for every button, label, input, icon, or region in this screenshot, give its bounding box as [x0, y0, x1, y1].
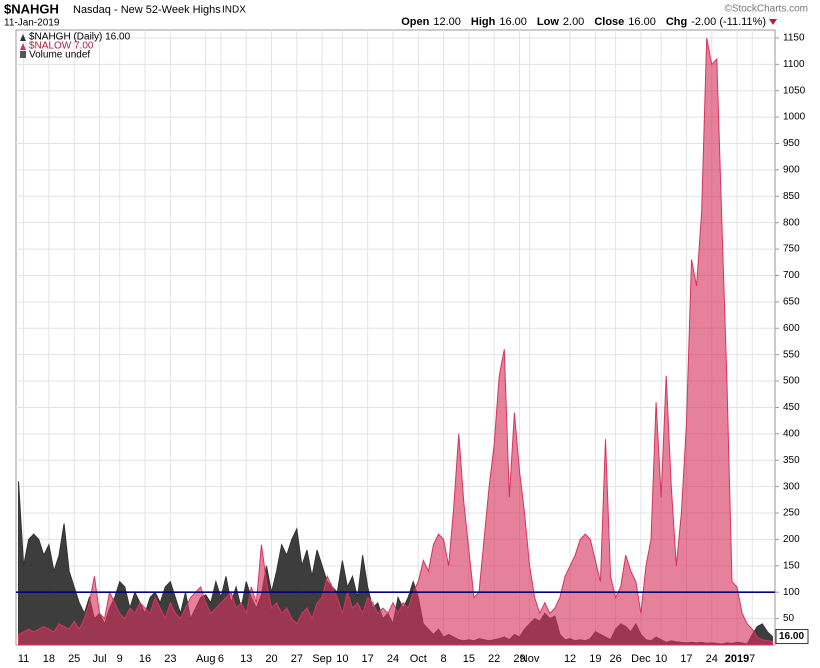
x-tick-label: Aug: [196, 653, 216, 665]
x-tick-label: Jul: [92, 653, 106, 665]
date: 11-Jan-2019: [4, 18, 60, 29]
x-tick-label: Sep: [312, 653, 332, 665]
legend-swatch: [20, 51, 26, 58]
quote-value: -2.00 (-11.11%): [691, 16, 766, 28]
x-tick-label: 13: [240, 653, 252, 665]
y-tick-label: 900: [783, 165, 800, 176]
x-tick-label: 12: [564, 653, 576, 665]
down-arrow: [769, 19, 777, 25]
y-tick-label: 450: [783, 402, 800, 413]
x-tick-label: Oct: [410, 653, 427, 665]
x-tick-label: 22: [488, 653, 500, 665]
last-value-badge: [775, 629, 809, 645]
y-tick-label: 1100: [783, 59, 805, 70]
y-tick-label: 550: [783, 349, 800, 360]
quote-value: 12.00: [433, 16, 461, 28]
x-tick-label: 8: [441, 653, 447, 665]
quote: Open 12.00 High 16.00 Low 2.00 Close 16.00 Chg -2…: [401, 16, 766, 28]
y-tick-label: 500: [783, 376, 800, 387]
x-tick-label: 9: [117, 653, 123, 665]
x-tick-label: 26: [609, 653, 621, 665]
y-tick-label: 350: [783, 455, 800, 466]
y-tick-label: 600: [783, 323, 800, 334]
quote-label: High: [471, 16, 496, 28]
area: [18, 37, 773, 646]
x-tick-label: 27: [291, 653, 303, 665]
x-tick-label: Nov: [520, 653, 540, 665]
quote-value: 16.00: [499, 16, 527, 28]
y-tick-label: 650: [783, 297, 800, 308]
x-tick-label: 19: [589, 653, 601, 665]
quote-label: Chg: [666, 16, 687, 28]
y-tick-label: 950: [783, 138, 800, 149]
x-tick-label: 7: [749, 653, 755, 665]
y-tick-label: 250: [783, 508, 800, 519]
legend-label: $NAHGH (Daily) 16.00: [29, 32, 131, 43]
symbol: $NAHGH: [4, 1, 59, 16]
x-tick-label: 11: [18, 653, 29, 665]
x-tick-label: 23: [164, 653, 176, 665]
y-tick-label: 1000: [783, 112, 806, 123]
quote-label: Low: [537, 16, 559, 28]
x-tick-label: 10: [336, 653, 348, 665]
legend-label: Volume undef: [29, 50, 90, 61]
x-tick-label: 29: [513, 653, 525, 665]
y-tick-label: 200: [783, 534, 800, 545]
quote-value: 2.00: [563, 16, 584, 28]
exchange: INDX: [222, 5, 246, 16]
y-tick-label: 1150: [783, 33, 805, 44]
x-tick-label: 24: [387, 653, 399, 665]
watermark: ©StockCharts.com: [724, 4, 808, 15]
y-tick-label: 100: [783, 587, 800, 598]
legend-label: $NALOW 7.00: [29, 41, 94, 52]
y-tick-label: 50: [783, 613, 795, 624]
y-tick-label: 800: [783, 217, 800, 228]
x-tick-label: 10: [655, 653, 667, 665]
x-tick-label: 20: [265, 653, 277, 665]
x-tick-label: 16: [139, 653, 151, 665]
x-tick-label: 6: [218, 653, 224, 665]
x-tick-label: 17: [680, 653, 692, 665]
x-tick-label: Dec: [631, 653, 651, 665]
legend-swatch: [20, 43, 26, 50]
x-tick-label: 24: [706, 653, 718, 665]
quote-label: Close: [594, 16, 624, 28]
x-tick-label: 15: [463, 653, 475, 665]
x-tick-label: 17: [362, 653, 374, 665]
x-tick-label: 25: [68, 653, 80, 665]
x-tick-label: 2019: [725, 653, 749, 665]
y-tick-label: 300: [783, 481, 800, 492]
y-tick-label: 400: [783, 428, 800, 439]
y-tick-label: 850: [783, 191, 800, 202]
y-tick-label: 750: [783, 244, 800, 255]
subtitle: Nasdaq - New 52-Week Highs: [73, 4, 221, 16]
y-tick-label: 700: [783, 270, 800, 281]
quote-value: 16.00: [628, 16, 656, 28]
quote-label: Open: [401, 16, 429, 28]
x-tick-label: 18: [43, 653, 55, 665]
legend-swatch: [20, 34, 26, 41]
last-value-label: 16.00: [779, 631, 804, 642]
y-tick-label: 150: [783, 560, 800, 571]
y-tick-label: 1050: [783, 85, 806, 96]
